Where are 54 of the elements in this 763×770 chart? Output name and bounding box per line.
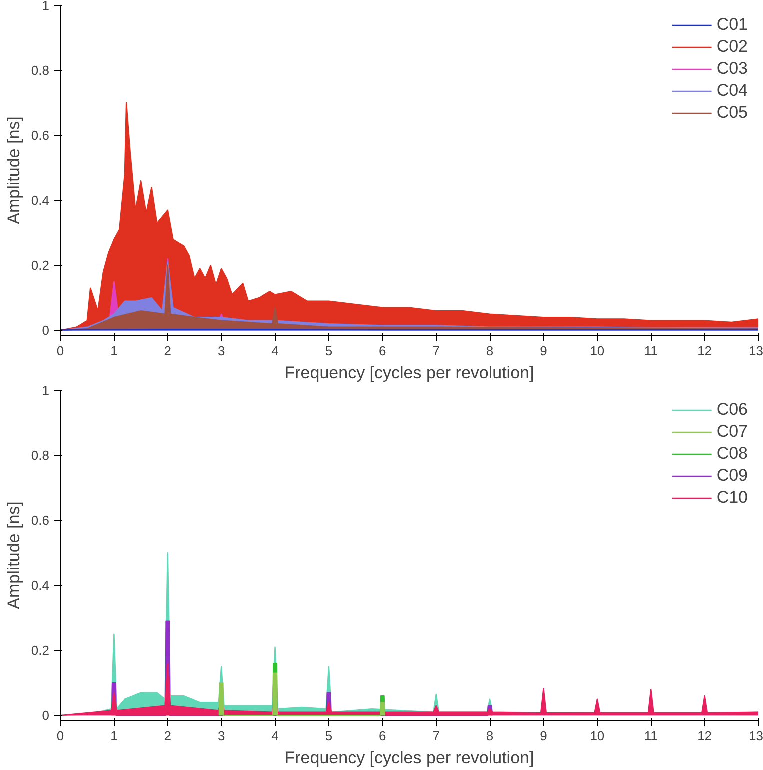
y-axis-title: Amplitude [ns] [4, 502, 24, 610]
x-tick-label: 4 [272, 728, 279, 744]
x-tick-label: 2 [164, 728, 172, 744]
x-tick-label: 2 [164, 344, 172, 358]
x-tick-label: 5 [325, 344, 333, 358]
x-tick-label: 5 [325, 728, 333, 744]
x-tick-label: 10 [590, 728, 605, 744]
x-tick-label: 13 [749, 728, 763, 744]
legend-label: C10 [716, 488, 748, 508]
x-tick-label: 4 [272, 344, 279, 358]
x-tick-label: 12 [698, 344, 712, 358]
y-tick-label: 0 [42, 708, 50, 724]
legend-label: C01 [716, 15, 748, 35]
y-tick-label: 0 [42, 323, 50, 338]
x-tick-label: 11 [644, 344, 658, 358]
y-tick-label: 0.2 [31, 643, 50, 658]
y-tick-label: 0.4 [31, 193, 50, 208]
x-tick-label: 6 [379, 728, 386, 744]
x-tick-label: 9 [540, 344, 548, 358]
x-tick-label: 3 [218, 728, 226, 744]
y-tick-label: 0.4 [31, 578, 50, 594]
x-tick-label: 9 [540, 728, 548, 744]
y-tick-label: 0.6 [31, 128, 50, 144]
y-tick-label: 1 [42, 383, 50, 398]
y-tick-label: 0.8 [31, 448, 50, 464]
legend-label: C08 [716, 444, 748, 464]
x-tick-label: 10 [590, 344, 605, 358]
x-tick-label: 11 [644, 728, 658, 744]
y-tick-label: 0.6 [31, 513, 50, 528]
x-tick-label: 7 [432, 728, 440, 744]
y-tick-label: 1 [42, 0, 50, 13]
legend-label: C04 [716, 81, 748, 101]
x-tick-label: 1 [110, 344, 118, 358]
x-tick-label: 7 [432, 344, 440, 358]
legend-label: C06 [716, 400, 748, 420]
x-tick-label: 0 [56, 728, 64, 744]
x-tick-label: 12 [698, 728, 712, 744]
legend-label: C03 [716, 59, 748, 79]
x-tick-label: 3 [218, 344, 226, 358]
x-tick-label: 13 [749, 344, 763, 358]
x-axis-title: Frequency [cycles per revolution] [284, 748, 534, 768]
x-tick-label: 6 [379, 344, 386, 358]
x-tick-label: 8 [486, 344, 494, 358]
y-tick-label: 0.2 [31, 258, 50, 274]
legend-label: C05 [716, 103, 748, 123]
x-tick-label: 8 [486, 728, 494, 744]
x-axis-title: Frequency [cycles per revolution] [284, 364, 534, 382]
x-tick-label: 0 [56, 344, 64, 358]
x-tick-label: 1 [110, 728, 118, 744]
y-tick-label: 0.8 [31, 63, 50, 78]
legend-label: C02 [716, 37, 748, 57]
legend-label: C07 [716, 422, 748, 442]
legend-label: C09 [716, 466, 748, 486]
y-axis-title: Amplitude [ns] [4, 116, 24, 224]
